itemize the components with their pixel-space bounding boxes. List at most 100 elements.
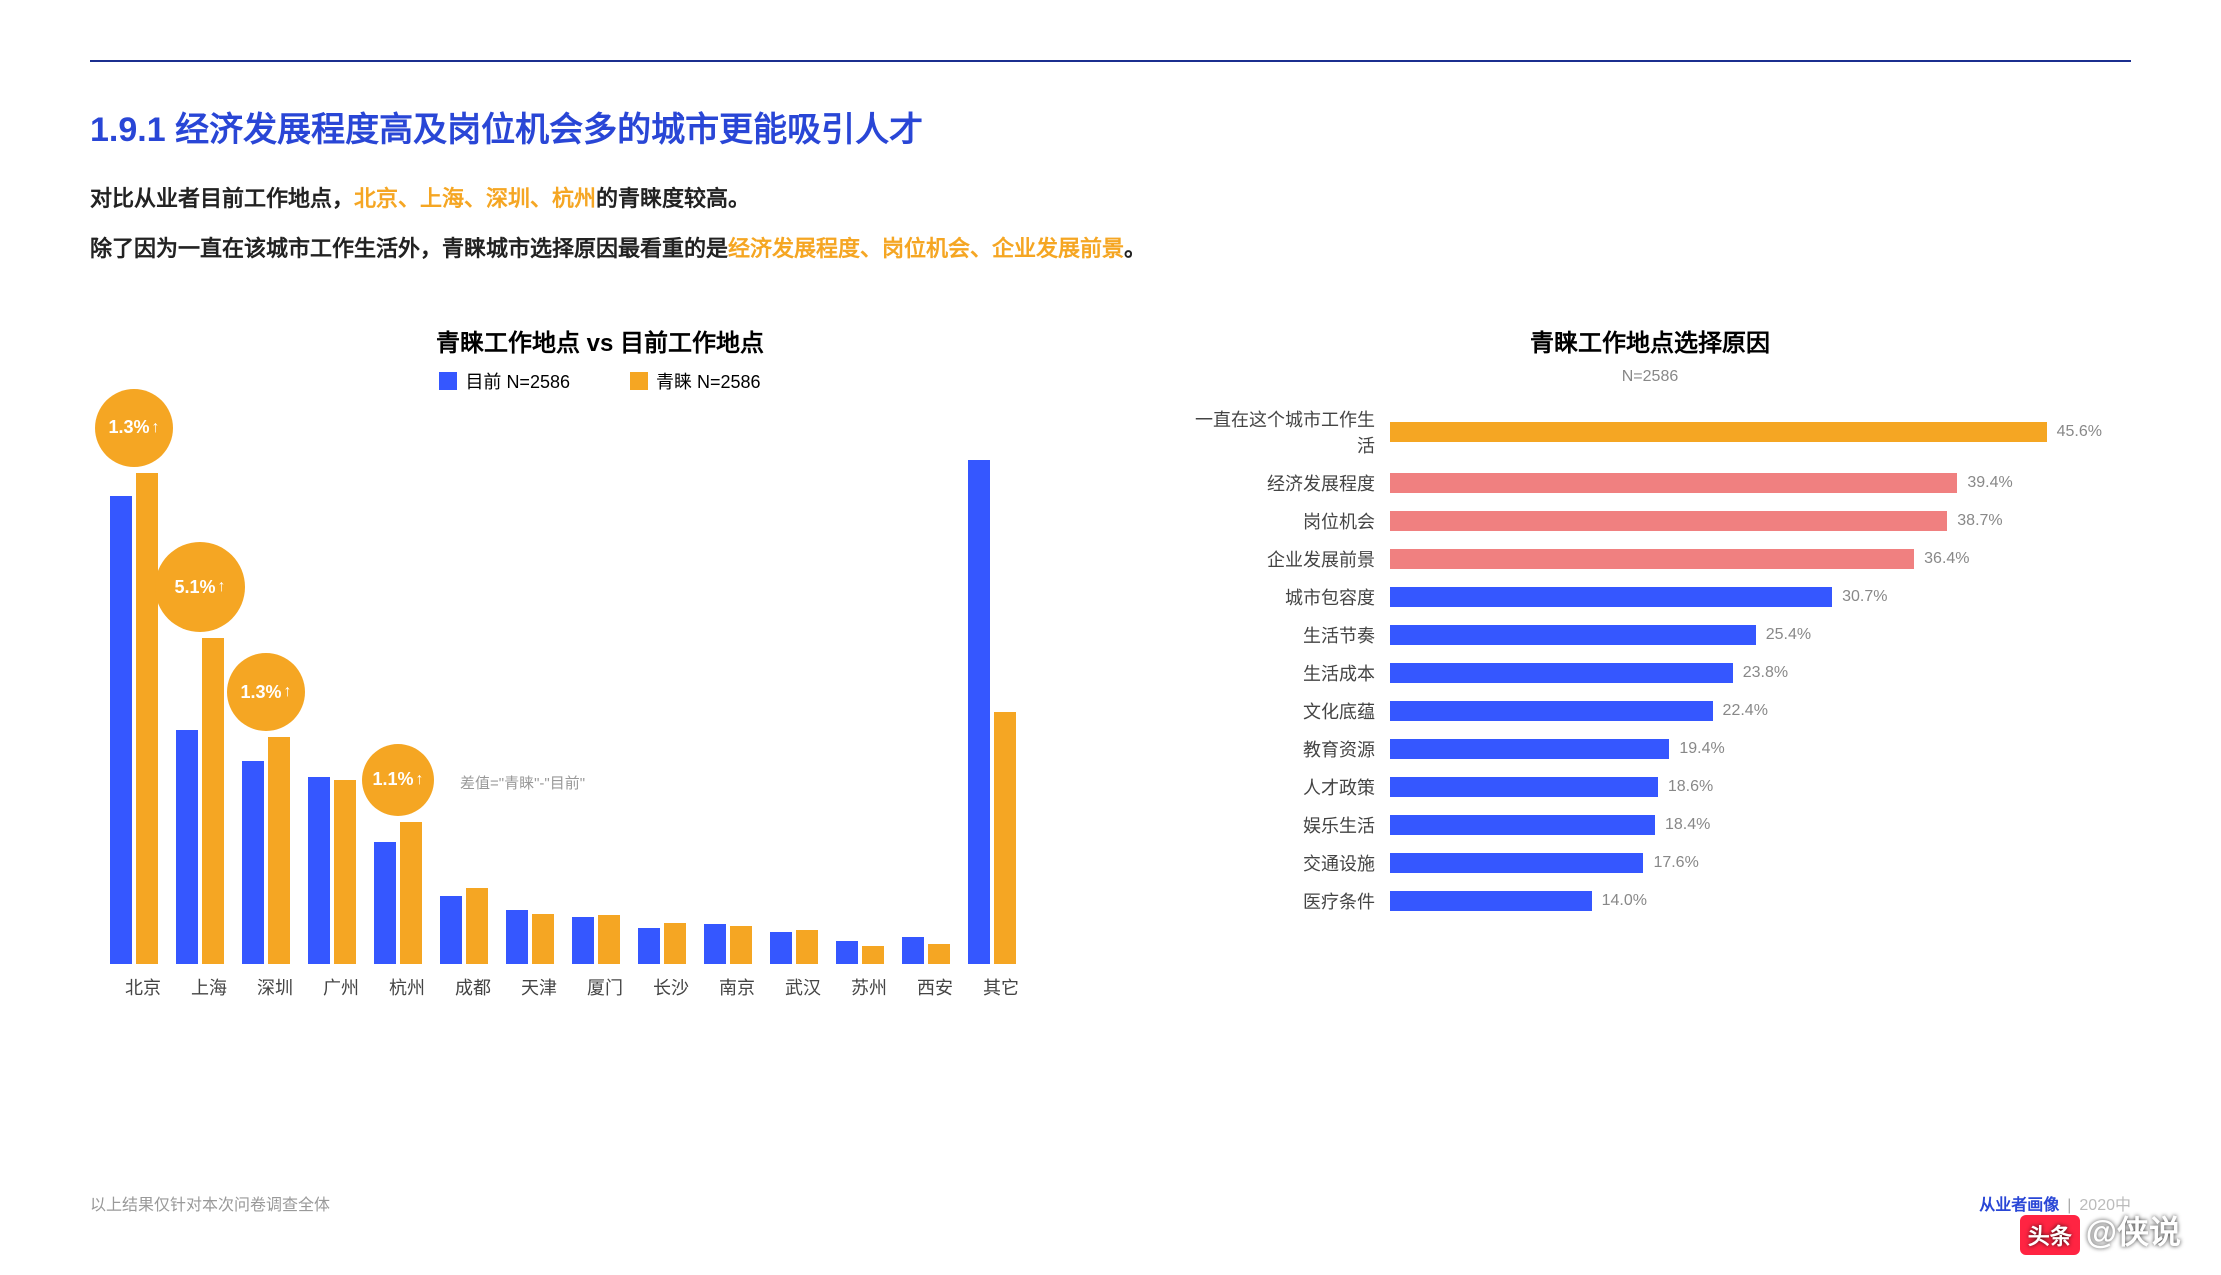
bubble-value: 1.3%	[240, 682, 281, 703]
legend-item-prefer: 青睐 N=2586	[630, 368, 761, 394]
hbar-track: 25.4%	[1390, 625, 2110, 645]
hbar-fill	[1390, 739, 1669, 759]
bar-chart-area: 差值="青睐"-"目前" 1.3%↑5.1%↑1.3%↑1.1%↑	[90, 404, 1110, 964]
footer: 以上结果仅针对本次问卷调查全体 从业者画像|2020中	[90, 1191, 2131, 1215]
bar-prefer	[532, 914, 554, 964]
up-arrow-icon: ↑	[152, 419, 160, 437]
hbar-track: 45.6%	[1390, 422, 2110, 442]
bar-current	[176, 730, 198, 964]
hbar-value: 18.4%	[1665, 816, 1710, 834]
hbar-fill	[1390, 511, 1947, 531]
hbar-label: 岗位机会	[1190, 508, 1390, 534]
x-axis-labels: 北京上海深圳广州杭州成都天津厦门长沙南京武汉苏州西安其它	[90, 974, 1110, 1000]
hbar-label: 企业发展前景	[1190, 546, 1390, 572]
x-axis-label: 深圳	[242, 974, 308, 1000]
hbar-value: 19.4%	[1679, 740, 1724, 758]
hbar-label: 生活节奏	[1190, 622, 1390, 648]
bar-current	[440, 896, 462, 964]
legend-label: 青睐 N=2586	[656, 368, 761, 394]
text: 对比从业者目前工作地点，	[90, 186, 354, 211]
diff-bubble: 1.3%↑	[95, 389, 173, 467]
hbar-fill	[1390, 549, 1914, 569]
bar-prefer	[400, 822, 422, 964]
up-arrow-icon: ↑	[218, 578, 226, 596]
hbar-row: 岗位机会38.7%	[1190, 508, 2110, 534]
bar-current	[506, 910, 528, 964]
hbar-row: 企业发展前景 36.4%	[1190, 546, 2110, 572]
watermark: 头条@侠说	[2020, 1207, 2181, 1255]
bar-group	[836, 941, 884, 964]
hbar-value: 39.4%	[1967, 474, 2012, 492]
hbar-fill	[1390, 777, 1658, 797]
hbar-track: 30.7%	[1390, 587, 2110, 607]
bar-current	[110, 496, 132, 964]
x-axis-label: 苏州	[836, 974, 902, 1000]
text: 的青睐度较高。	[596, 186, 750, 211]
bar-prefer	[928, 944, 950, 964]
hbar-value: 18.6%	[1668, 778, 1713, 796]
bar-prefer	[598, 915, 620, 964]
hbar-track: 14.0%	[1390, 891, 2110, 911]
diff-bubble: 1.3%↑	[227, 653, 305, 731]
hbar-value: 45.6%	[2057, 423, 2102, 441]
hbar-value: 36.4%	[1924, 550, 1969, 568]
bar-current	[902, 937, 924, 964]
up-arrow-icon: ↑	[284, 683, 292, 701]
x-axis-label: 天津	[506, 974, 572, 1000]
diff-note: 差值="青睐"-"目前"	[460, 772, 585, 793]
bar-current	[836, 941, 858, 964]
highlight-text: 北京、上海、深圳、杭州	[354, 186, 596, 211]
hbar-label: 娱乐生活	[1190, 812, 1390, 838]
text: 。	[1124, 236, 1146, 261]
bar-current	[242, 761, 264, 964]
hbar-fill	[1390, 701, 1713, 721]
hbar-row: 人才政策 18.6%	[1190, 774, 2110, 800]
bar-group	[110, 473, 158, 964]
x-axis-label: 武汉	[770, 974, 836, 1000]
hbar-value: 30.7%	[1842, 588, 1887, 606]
bar-current	[638, 928, 660, 964]
hbar-track: 19.4%	[1390, 739, 2110, 759]
highlight-text: 经济发展程度、岗位机会、企业发展前景	[728, 236, 1124, 261]
bubble-value: 1.1%	[372, 769, 413, 790]
diff-bubble: 5.1%↑	[155, 542, 245, 632]
bar-group	[572, 915, 620, 964]
hbar-track: 38.7%	[1390, 511, 2110, 531]
hbar-label: 文化底蕴	[1190, 698, 1390, 724]
hbar-row: 生活节奏 25.4%	[1190, 622, 2110, 648]
hbar-row: 娱乐生活 18.4%	[1190, 812, 2110, 838]
hbar-label: 城市包容度	[1190, 584, 1390, 610]
x-axis-label: 北京	[110, 974, 176, 1000]
bar-group	[902, 937, 950, 964]
hbar-row: 生活成本 23.8%	[1190, 660, 2110, 686]
hbar-value: 17.6%	[1653, 854, 1698, 872]
x-axis-label: 上海	[176, 974, 242, 1000]
x-axis-label: 广州	[308, 974, 374, 1000]
hbar-row: 交通设施 17.6%	[1190, 850, 2110, 876]
bar-group	[506, 910, 554, 964]
footer-left: 以上结果仅针对本次问卷调查全体	[90, 1191, 330, 1215]
hbar-value: 23.8%	[1743, 664, 1788, 682]
x-axis-label: 杭州	[374, 974, 440, 1000]
hbar-track: 18.4%	[1390, 815, 2110, 835]
hbar-value: 22.4%	[1723, 702, 1768, 720]
bar-prefer	[466, 888, 488, 964]
hbar-label: 交通设施	[1190, 850, 1390, 876]
hbar-label: 人才政策	[1190, 774, 1390, 800]
hbar-value: 14.0%	[1602, 892, 1647, 910]
x-axis-label: 长沙	[638, 974, 704, 1000]
hbar-row: 城市包容度 30.7%	[1190, 584, 2110, 610]
bar-current	[572, 917, 594, 964]
x-axis-label: 南京	[704, 974, 770, 1000]
subtitle-line-2: 除了因为一直在该城市工作生活外，青睐城市选择原因最看重的是经济发展程度、岗位机会…	[90, 231, 2131, 263]
hbar-value: 25.4%	[1766, 626, 1811, 644]
hbar-fill	[1390, 663, 1733, 683]
hbar-label: 经济发展程度	[1190, 470, 1390, 496]
legend: 目前 N=2586 青睐 N=2586	[90, 368, 1110, 394]
hbar-label: 生活成本	[1190, 660, 1390, 686]
bar-current	[968, 460, 990, 964]
hbar-label: 医疗条件	[1190, 888, 1390, 914]
bar-group	[308, 777, 356, 964]
up-arrow-icon: ↑	[416, 771, 424, 789]
top-rule	[90, 60, 2131, 62]
